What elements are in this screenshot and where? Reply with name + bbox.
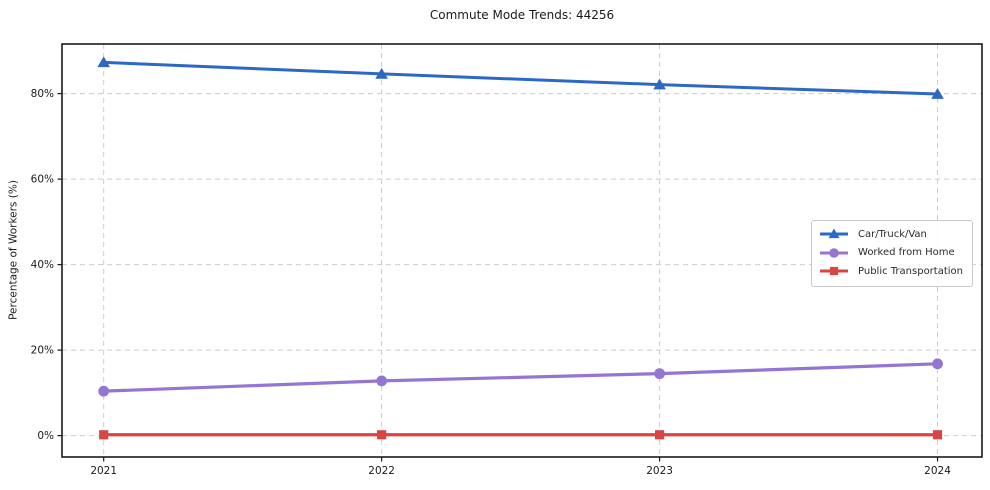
data-point-marker-square-icon	[377, 430, 387, 440]
y-tick-label: 60%	[31, 174, 54, 186]
series-line	[102, 60, 940, 96]
public-transportation-legend-marker-icon	[820, 267, 849, 276]
y-tick-label: 40%	[31, 259, 54, 271]
chart-legend: Car/Truck/Van Worked from Home Public Tr…	[811, 220, 973, 287]
x-tick-label: 2024	[924, 465, 951, 477]
legend-label: Public Transportation	[858, 265, 963, 277]
legend-entry-worked-from-home: Worked from Home	[819, 244, 963, 263]
legend-marker-triangle-icon	[828, 228, 840, 239]
series-worked-from-home	[98, 358, 943, 397]
y-tick-label: 0%	[37, 430, 54, 442]
data-point-marker-square-icon	[932, 430, 943, 440]
series-line	[102, 362, 940, 393]
data-point-marker-triangle-icon	[375, 67, 388, 79]
data-point-marker-triangle-icon	[653, 78, 666, 90]
legend-label: Car/Truck/Van	[858, 228, 927, 240]
chart-title: Commute Mode Trends: 44256	[429, 8, 615, 22]
data-point-marker-circle-icon	[932, 358, 943, 370]
y-tick-label: 80%	[31, 88, 54, 100]
x-tick-label: 2022	[368, 465, 395, 477]
data-point-marker-triangle-icon	[931, 88, 944, 99]
legend-entry-car-truck-van: Car/Truck/Van	[819, 225, 963, 244]
data-point-marker-square-icon	[654, 430, 665, 440]
data-point-marker-circle-icon	[654, 368, 665, 380]
x-tick-label: 2021	[90, 465, 117, 477]
series-car-truck-van	[97, 56, 944, 99]
worked-from-home-legend-marker-icon	[820, 247, 849, 258]
series-public-transportation	[99, 430, 943, 440]
data-point-marker-circle-icon	[376, 375, 388, 387]
data-point-marker-square-icon	[99, 430, 109, 440]
plot-border	[61, 43, 983, 458]
y-tick-label: 20%	[31, 345, 54, 357]
x-tick-label: 2023	[646, 465, 673, 477]
data-point-marker-circle-icon	[98, 385, 110, 397]
car-truck-van-legend-marker-icon	[820, 228, 849, 239]
legend-marker-square-icon	[829, 267, 839, 276]
data-point-marker-triangle-icon	[97, 56, 110, 68]
legend-entry-public-transportation: Public Transportation	[819, 262, 963, 281]
legend-marker-circle-icon	[829, 247, 839, 258]
legend-label: Worked from Home	[858, 247, 955, 259]
